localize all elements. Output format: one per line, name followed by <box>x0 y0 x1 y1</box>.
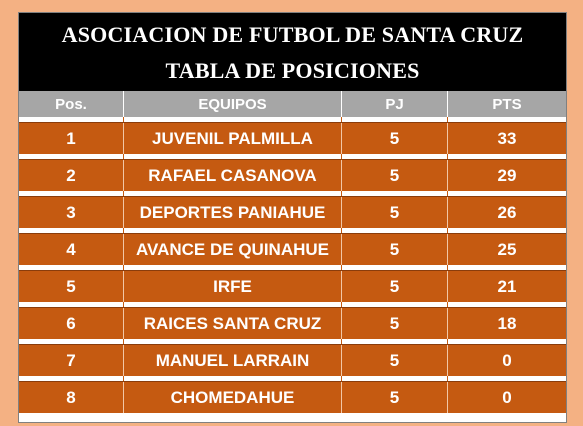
points-cell: 26 <box>497 202 517 222</box>
points-cell: 0 <box>502 350 512 370</box>
table-row: 7 MANUEL LARRAIN 5 0 <box>19 345 566 376</box>
table-row: 6 RAICES SANTA CRUZ 5 18 <box>19 308 566 339</box>
row-separator <box>19 191 566 197</box>
separator-cell <box>342 376 448 382</box>
separator-cell <box>342 191 448 197</box>
table-title: TABLA DE POSICIONES <box>165 58 420 83</box>
row-top-border <box>19 122 566 123</box>
column-header-row: Pos. EQUIPOS PJ PTS <box>19 91 566 117</box>
position-cell: 5 <box>19 271 124 302</box>
column-header-pts: PTS <box>492 95 522 113</box>
team-name-cell: AVANCE DE QUINAHUE <box>124 234 342 265</box>
points-cell: 21 <box>497 276 517 296</box>
team-name-cell: DEPORTES PANIAHUE <box>124 197 342 228</box>
separator-cell <box>124 191 342 197</box>
separator-cell <box>19 265 124 271</box>
standings-table: ASOCIACION DE FUTBOL DE SANTA CRUZ TABLA… <box>18 12 567 423</box>
position-cell: 3 <box>19 197 124 228</box>
points-cell: 33 <box>497 128 517 148</box>
row-separator <box>19 339 566 345</box>
table-row: 5 IRFE 5 21 <box>19 271 566 302</box>
separator-cell <box>124 117 342 123</box>
played-cell: 5 <box>342 197 448 228</box>
team-name-cell: RAICES SANTA CRUZ <box>124 308 342 339</box>
separator-cell <box>342 154 448 160</box>
column-header-equipos: EQUIPOS <box>124 91 342 117</box>
separator-cell <box>342 265 448 271</box>
points-cell: 25 <box>497 239 517 259</box>
separator-cell <box>124 302 342 308</box>
table-row: 4 AVANCE DE QUINAHUE 5 25 <box>19 234 566 265</box>
separator-cell <box>124 154 342 160</box>
table-row: 2 RAFAEL CASANOVA 5 29 <box>19 160 566 191</box>
position-cell: 2 <box>19 160 124 191</box>
played-cell: 5 <box>342 345 448 376</box>
separator-cell <box>342 117 448 123</box>
separator-cell <box>342 339 448 345</box>
row-top-border <box>19 196 566 197</box>
row-separator <box>19 376 566 382</box>
row-top-border <box>19 344 566 345</box>
table-row: 1 JUVENIL PALMILLA 5 33 <box>19 123 566 154</box>
separator-cell <box>124 376 342 382</box>
points-cell: 18 <box>497 313 517 333</box>
column-header-pj: PJ <box>342 91 448 117</box>
position-cell: 1 <box>19 123 124 154</box>
row-separator <box>19 228 566 234</box>
team-name-cell: IRFE <box>124 271 342 302</box>
separator-cell <box>19 154 124 160</box>
separator-cell <box>342 228 448 234</box>
points-cell: 29 <box>497 165 517 185</box>
row-separator <box>19 265 566 271</box>
row-top-border <box>19 270 566 271</box>
position-cell: 6 <box>19 308 124 339</box>
table-header: ASOCIACION DE FUTBOL DE SANTA CRUZ TABLA… <box>19 13 566 91</box>
row-separator <box>19 154 566 160</box>
row-separator <box>19 302 566 308</box>
played-cell: 5 <box>342 234 448 265</box>
team-name-cell: CHOMEDAHUE <box>124 382 342 413</box>
separator-cell <box>19 191 124 197</box>
separator-cell <box>19 228 124 234</box>
table-row: 8 CHOMEDAHUE 5 0 <box>19 382 566 413</box>
position-cell: 4 <box>19 234 124 265</box>
row-top-border <box>19 307 566 308</box>
row-top-border <box>19 233 566 234</box>
points-cell: 0 <box>502 387 512 407</box>
played-cell: 5 <box>342 123 448 154</box>
separator-cell <box>124 339 342 345</box>
row-top-border <box>19 159 566 160</box>
separator-cell <box>19 302 124 308</box>
team-name-cell: MANUEL LARRAIN <box>124 345 342 376</box>
played-cell: 5 <box>342 308 448 339</box>
separator-cell <box>19 376 124 382</box>
played-cell: 5 <box>342 271 448 302</box>
separator-cell <box>19 339 124 345</box>
column-header-pos: Pos. <box>19 91 124 117</box>
played-cell: 5 <box>342 382 448 413</box>
separator-cell <box>124 228 342 234</box>
separator-cell <box>342 302 448 308</box>
team-name-cell: RAFAEL CASANOVA <box>124 160 342 191</box>
table-row: 3 DEPORTES PANIAHUE 5 26 <box>19 197 566 228</box>
association-title: ASOCIACION DE FUTBOL DE SANTA CRUZ <box>61 22 524 47</box>
position-cell: 7 <box>19 345 124 376</box>
played-cell: 5 <box>342 160 448 191</box>
separator-cell <box>124 265 342 271</box>
position-cell: 8 <box>19 382 124 413</box>
separator-cell <box>19 117 124 123</box>
row-separator <box>19 117 566 123</box>
team-name-cell: JUVENIL PALMILLA <box>124 123 342 154</box>
row-top-border <box>19 381 566 382</box>
